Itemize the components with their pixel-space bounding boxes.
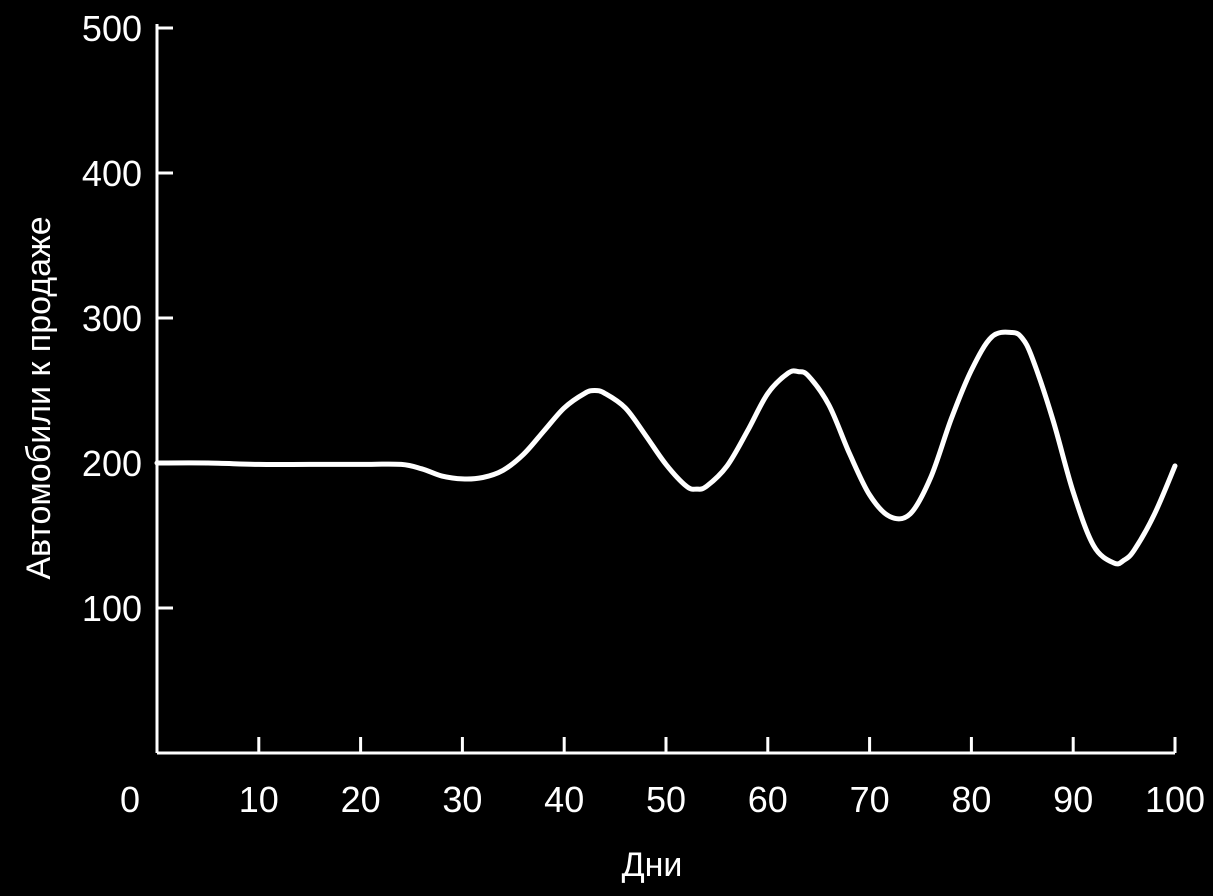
x-tick-label: 80 [951, 779, 991, 820]
x-tick-label: 60 [748, 779, 788, 820]
series-layer [154, 329, 1178, 567]
tick-labels: 0 10 20 30 40 50 60 70 80 90 100 100 200 300 400 500 [82, 8, 1205, 820]
x-tick-label: 70 [850, 779, 890, 820]
y-tick-label: 500 [82, 8, 142, 49]
x-tick-label: 20 [341, 779, 381, 820]
y-tick-label: 200 [82, 443, 142, 484]
x-tick-label: 90 [1053, 779, 1093, 820]
x-tick-label: 100 [1145, 779, 1205, 820]
y-axis-title: Автомобили к продаже [20, 216, 58, 579]
x-axis-title: Дни [622, 846, 683, 884]
x-tick-label: 40 [544, 779, 584, 820]
y-tick-label: 400 [82, 153, 142, 194]
x-tick-label: 0 [120, 779, 140, 820]
x-tick-label: 50 [646, 779, 686, 820]
series-line [154, 329, 1178, 567]
y-tick-label: 100 [82, 588, 142, 629]
x-tick-label: 30 [442, 779, 482, 820]
x-tick-label: 10 [239, 779, 279, 820]
axes [155, 24, 1175, 755]
y-tick-label: 300 [82, 298, 142, 339]
tick-marks [157, 26, 1177, 753]
